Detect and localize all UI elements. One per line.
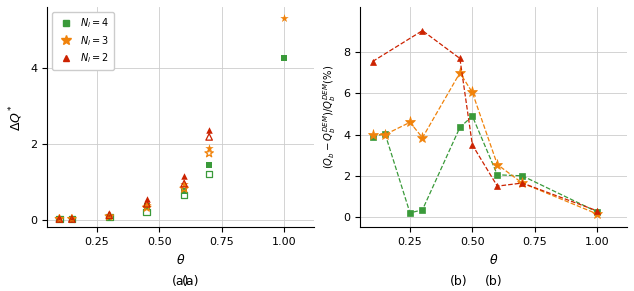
Y-axis label: $(Q_b - Q_b^{DEM})/Q_b^{DEM}(\%)$: $(Q_b - Q_b^{DEM})/Q_b^{DEM}(\%)$ — [321, 65, 338, 169]
Point — [67, 217, 77, 221]
Point — [67, 217, 77, 221]
Text: (a): (a) — [172, 275, 189, 288]
Point — [179, 189, 190, 194]
Point — [141, 210, 152, 214]
Point — [55, 217, 65, 221]
Point — [104, 214, 114, 219]
Point — [279, 16, 289, 21]
Text: (b): (b) — [485, 275, 502, 288]
Point — [67, 217, 77, 221]
X-axis label: $\theta$: $\theta$ — [489, 253, 498, 267]
Point — [141, 196, 152, 201]
Text: (a): (a) — [182, 275, 200, 288]
Point — [67, 217, 77, 221]
Point — [67, 217, 77, 221]
Point — [204, 134, 214, 139]
Point — [67, 217, 77, 221]
Point — [204, 162, 214, 167]
Point — [179, 174, 190, 178]
Point — [179, 181, 190, 186]
Point — [141, 205, 152, 210]
Point — [279, 56, 289, 61]
Point — [104, 213, 114, 217]
Point — [104, 214, 114, 219]
Point — [204, 151, 214, 156]
Point — [55, 217, 65, 221]
Point — [179, 186, 190, 191]
Point — [55, 217, 65, 221]
Point — [104, 211, 114, 216]
Point — [141, 204, 152, 209]
Point — [204, 128, 214, 133]
X-axis label: $\theta$: $\theta$ — [176, 253, 185, 267]
Point — [179, 193, 190, 197]
Point — [204, 145, 214, 150]
Point — [55, 217, 65, 221]
Text: (b): (b) — [450, 275, 468, 288]
Point — [104, 214, 114, 218]
Point — [204, 172, 214, 176]
Point — [104, 215, 114, 219]
Y-axis label: $\Delta Q^*$: $\Delta Q^*$ — [7, 104, 25, 131]
Point — [55, 217, 65, 221]
Point — [55, 217, 65, 221]
Legend: $N_l = 4$, $N_l = 3$, $N_l = 2$: $N_l = 4$, $N_l = 3$, $N_l = 2$ — [52, 12, 114, 70]
Point — [141, 201, 152, 206]
Point — [179, 181, 190, 186]
Point — [141, 202, 152, 207]
